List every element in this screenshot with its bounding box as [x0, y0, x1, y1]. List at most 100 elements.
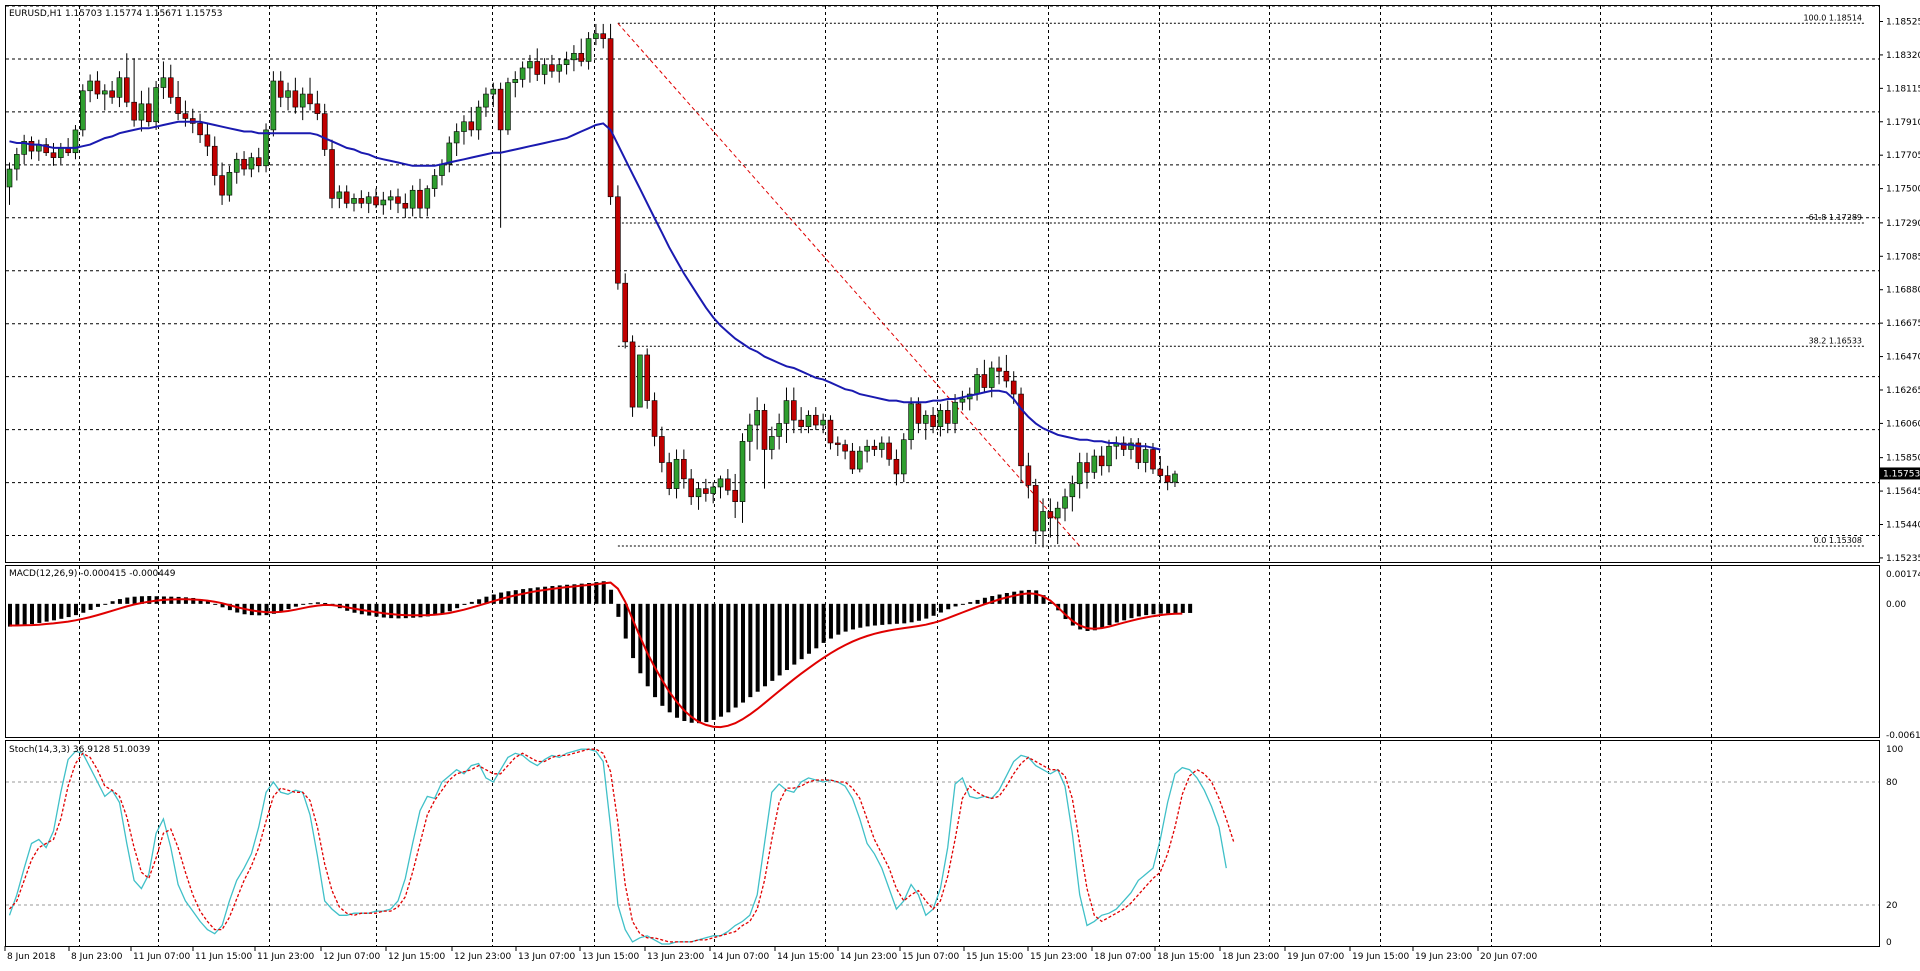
candle-body-bear	[292, 90, 299, 108]
candle	[233, 152, 240, 184]
candle	[1135, 438, 1142, 470]
macd-histogram-bar	[909, 603, 914, 623]
candle-body-bear	[1018, 393, 1024, 467]
candle-body-bear	[1003, 370, 1010, 382]
candle	[226, 165, 233, 202]
candle-body-bear	[1098, 455, 1105, 467]
candle	[1106, 439, 1112, 473]
candle-body-bear	[204, 134, 211, 147]
macd-histogram-bar	[719, 603, 724, 717]
candle-body-bull	[754, 410, 760, 426]
macd-histogram-bar	[8, 603, 12, 627]
macd-histogram-bar	[528, 588, 533, 604]
price-axis: 1.18525 1.18320 1.18115 1.17910 1.17705 1.175…	[1879, 17, 1920, 948]
candle	[615, 185, 621, 290]
macd-histogram-bar	[587, 583, 592, 604]
time-axis: 8 Jun 2018 8 Jun 23:00 11 Jun 07:00 11 Jun …	[4, 946, 1537, 962]
macd-histogram-bar	[147, 596, 152, 604]
candle	[153, 81, 159, 130]
candle	[167, 64, 174, 104]
candle	[1040, 498, 1046, 548]
candle	[402, 193, 409, 218]
macd-histogram-bar	[667, 603, 672, 713]
macd-histogram-bar	[609, 589, 614, 604]
candle-body-bear	[827, 419, 834, 444]
candle	[761, 403, 768, 489]
candle-body-bull	[58, 147, 64, 158]
candle	[461, 115, 467, 145]
macd-pane-border	[5, 565, 1880, 738]
moving-average-line	[9, 120, 1161, 451]
macd-histogram-bar	[1078, 603, 1083, 630]
candle-body-bull	[585, 38, 592, 62]
time-tick-label: 15 Jun 07:00	[902, 952, 959, 962]
candle-body-bear	[255, 157, 262, 167]
macd-histogram-bar	[279, 603, 284, 612]
macd-histogram-bar	[44, 603, 49, 622]
candle	[600, 23, 607, 49]
candle	[637, 354, 643, 408]
candle-body-bear	[395, 196, 401, 204]
stoch-label: Stoch(14,3,3) 36.9128 51.0039	[9, 745, 150, 755]
candle-body-bear	[622, 282, 629, 343]
macd-histogram-bar	[1026, 589, 1031, 604]
candle	[248, 152, 255, 178]
time-tick-label: 13 Jun 15:00	[582, 952, 639, 962]
candle-body-bull	[864, 445, 870, 452]
candle-body-bull	[959, 398, 966, 403]
candle	[138, 90, 145, 132]
fib-level-label: 100.0 1.18514	[1803, 13, 1862, 22]
macd-histogram-bar	[51, 603, 56, 621]
macd-histogram-bar	[726, 603, 731, 713]
fibonacci-retracement[interactable]: 100.0 1.18514 61.8 1.17289 38.2 1.16533 0.0…	[617, 13, 1864, 547]
candle-body-bear	[182, 113, 189, 119]
macd-histogram-bar	[403, 603, 408, 619]
macd-histogram-bar	[220, 603, 225, 608]
time-tick-label: 19 Jun 07:00	[1287, 952, 1344, 962]
candle-body-bear	[812, 414, 819, 426]
candle	[131, 58, 137, 127]
macd-label: MACD(12,26,9) -0.000415 -0.000449	[9, 569, 176, 579]
candle	[1120, 436, 1127, 457]
macd-histogram-bar	[535, 587, 540, 604]
candle-body-bull	[556, 64, 563, 72]
candle	[519, 61, 526, 88]
macd-histogram-bar	[946, 603, 951, 610]
candle-body-bear	[1150, 449, 1156, 470]
stoch-main-line	[8, 748, 1227, 945]
candle	[593, 23, 599, 46]
macd-histogram-bar	[139, 596, 144, 604]
candle	[365, 191, 372, 214]
candle	[116, 71, 123, 108]
macd-histogram-bar	[924, 603, 929, 619]
macd-histogram-bar	[557, 585, 562, 604]
candle-body-bear	[131, 101, 137, 121]
time-tick-label: 19 Jun 23:00	[1415, 952, 1472, 962]
macd-histogram-bar	[960, 603, 965, 605]
candle-body-bear	[871, 445, 878, 450]
candle-body-bear	[981, 374, 988, 388]
macd-histogram-bar	[902, 603, 907, 624]
candle-body-bull	[285, 90, 291, 98]
macd-histogram-bar	[711, 603, 716, 720]
candle-body-bear	[549, 64, 555, 72]
price-tick-label: 1.17500	[1886, 185, 1920, 195]
candle	[1062, 488, 1068, 522]
macd-histogram-bar	[117, 599, 122, 604]
candle-body-bull	[1106, 445, 1112, 467]
candle	[849, 442, 856, 474]
candle-body-bull	[1172, 473, 1178, 483]
candle-body-bull	[270, 80, 277, 131]
fib-trendline[interactable]	[617, 22, 1081, 547]
macd-scale-label: 0.00	[1886, 600, 1906, 610]
time-tick-label: 13 Jun 23:00	[647, 952, 704, 962]
price-tick-label: 1.18320	[1886, 51, 1920, 61]
candle-body-bull	[336, 191, 343, 199]
price-tick-label: 1.16470	[1886, 353, 1920, 363]
candle	[358, 190, 365, 209]
macd-histogram-bar	[396, 603, 401, 619]
candle-body-bull	[1076, 462, 1083, 485]
stoch-scale-label: 80	[1886, 778, 1898, 788]
candle	[820, 413, 826, 434]
